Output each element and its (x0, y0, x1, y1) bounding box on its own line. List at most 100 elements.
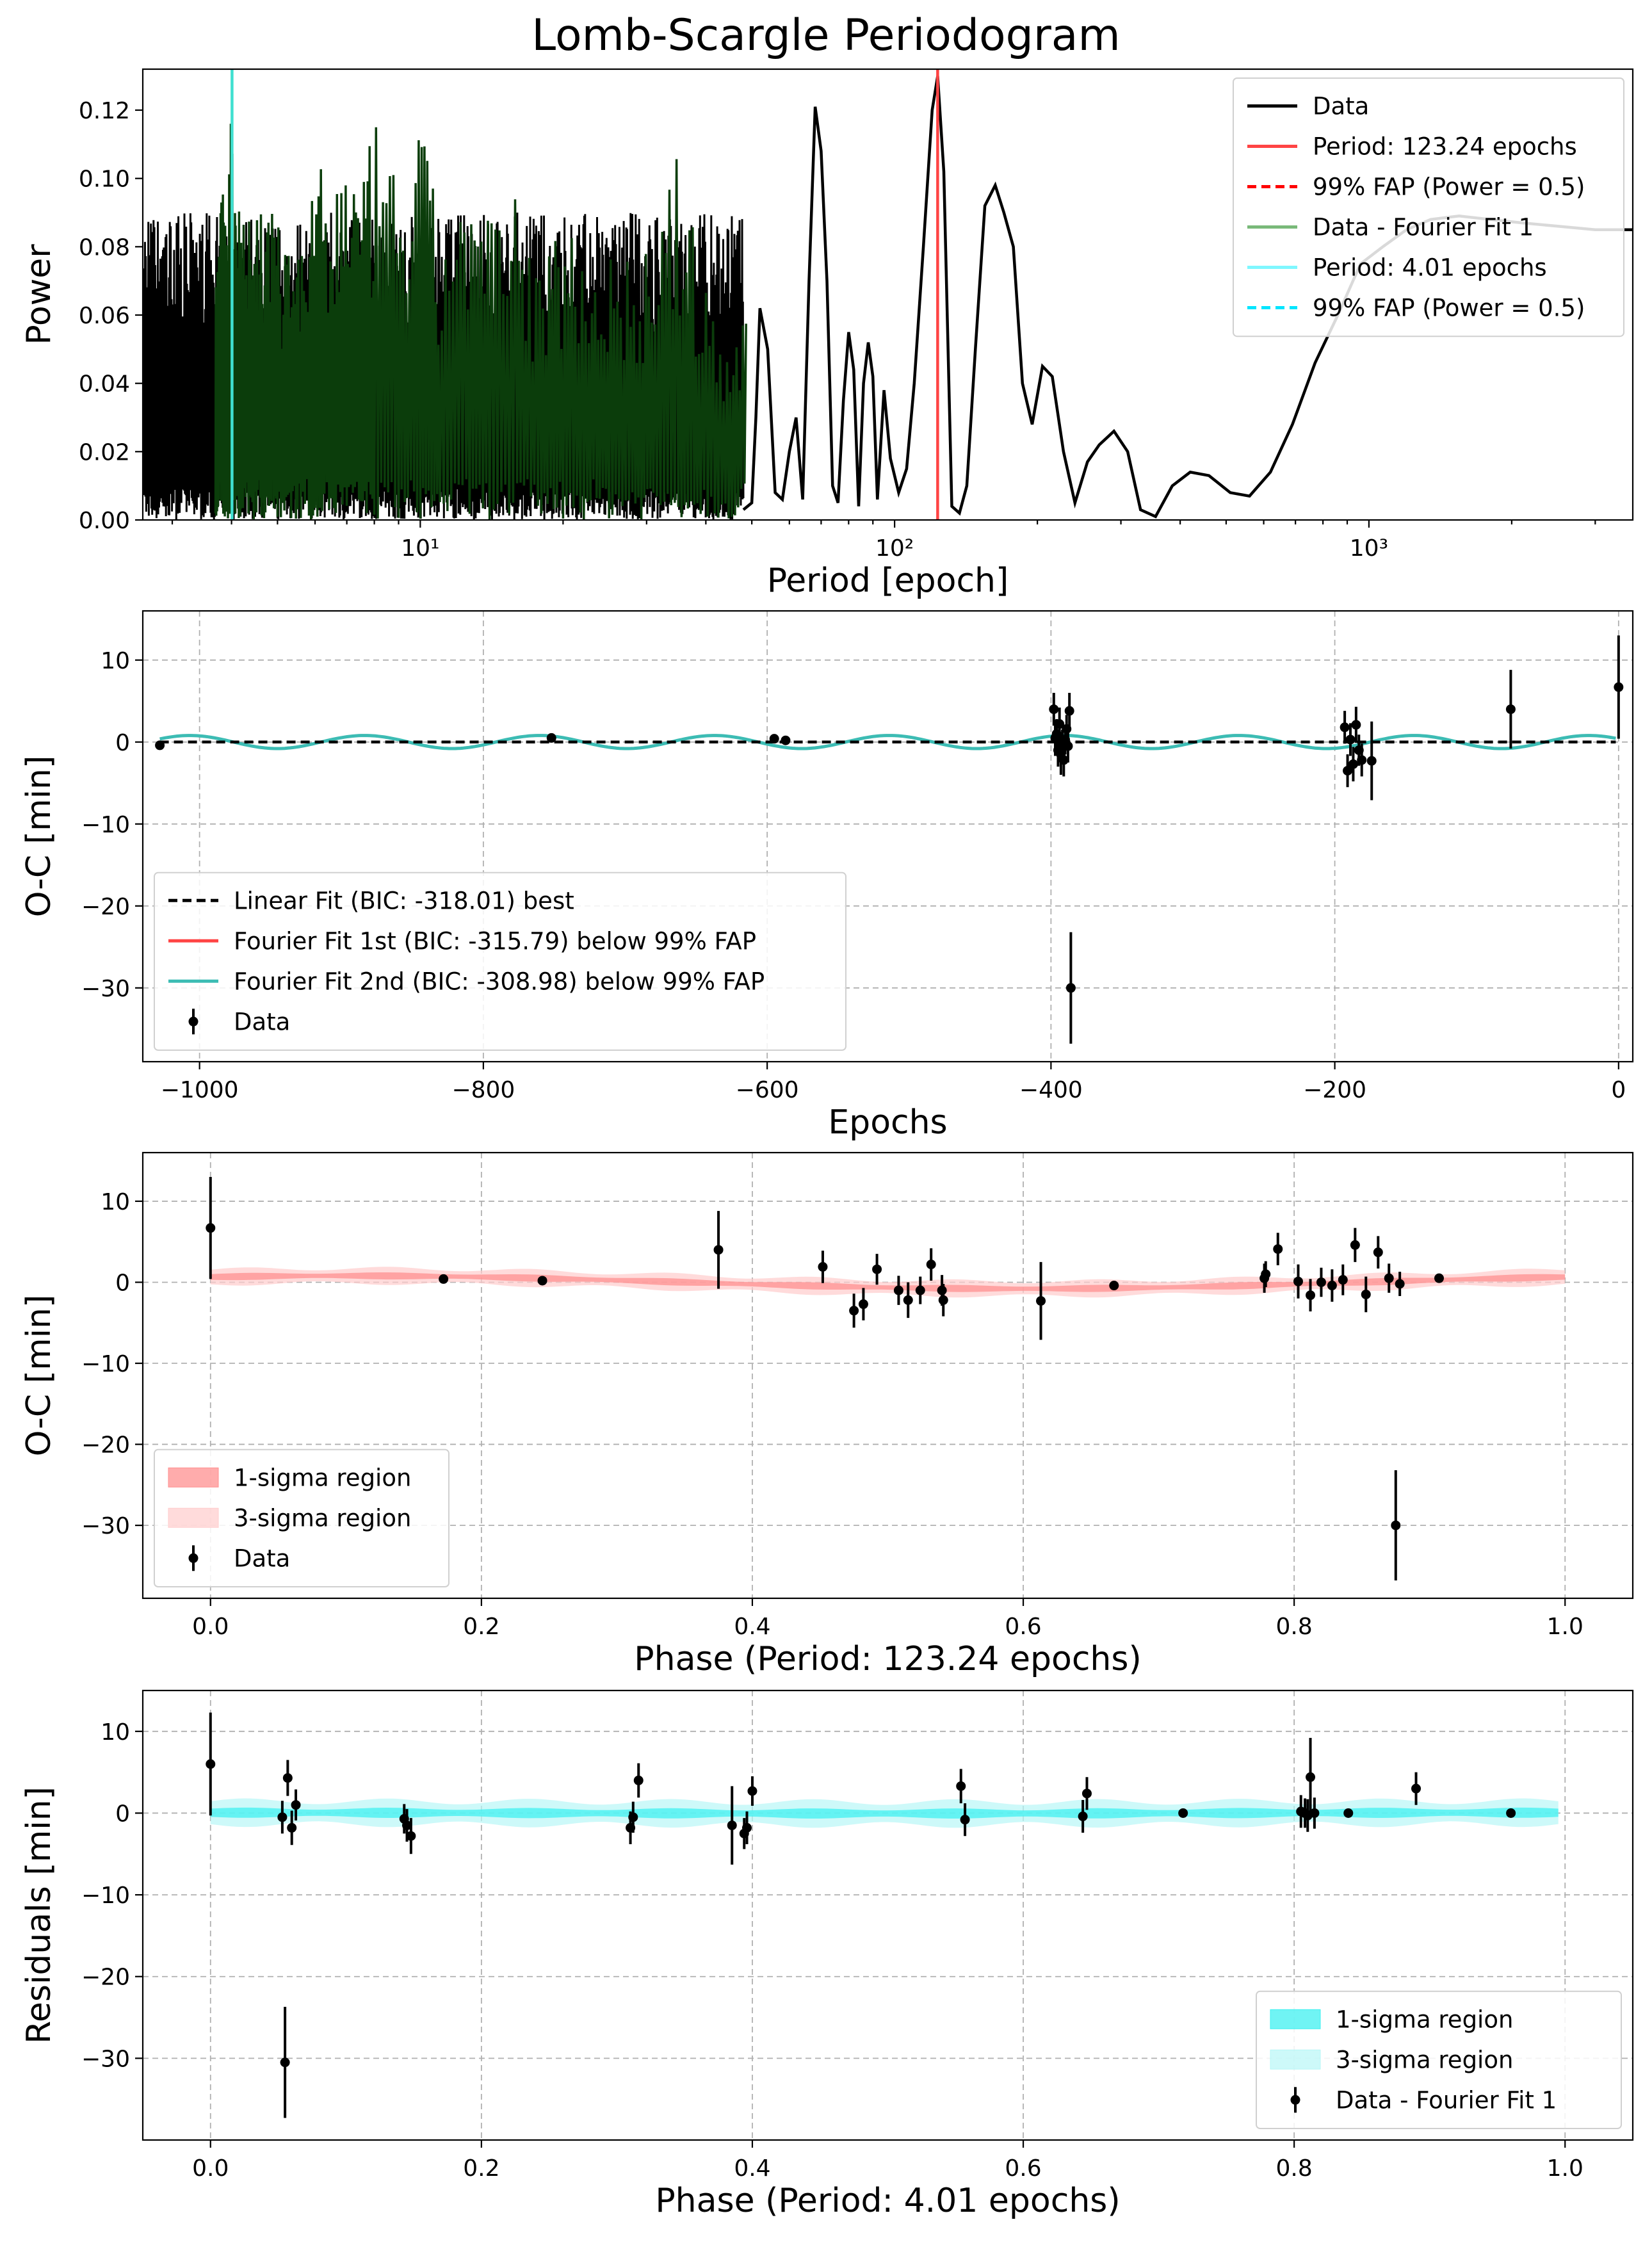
data-point (1178, 1808, 1188, 1818)
marker (713, 1245, 724, 1255)
legend-item: 3-sigma region (168, 1504, 411, 1532)
legend-label: Data - Fourier Fit 1 (1313, 214, 1534, 241)
marker (1327, 1281, 1337, 1291)
marker (1109, 1281, 1119, 1291)
y-tick-label: 0.12 (79, 98, 130, 124)
legend-swatch (168, 1507, 219, 1528)
marker (915, 1285, 925, 1295)
legend-item: 3-sigma region (1270, 2046, 1513, 2073)
marker (769, 734, 779, 744)
marker (1293, 1276, 1303, 1286)
panel-3: 0.0 0.2 0.4 0.6 0.8 1.0 10 0 −10 −20 −30 Phase (Per… (20, 1151, 1634, 1678)
legend-item: Linear Fit (BIC: -318.01) best (168, 887, 574, 914)
x-tick-label: 0.8 (1276, 1614, 1313, 1640)
y-axis-label: Power (20, 244, 58, 345)
ticks: 10¹ 10² 10³ 0.00 0.02 0.04 0.06 0.08 0.10 0.12 (79, 98, 1596, 562)
marker (1064, 706, 1074, 716)
y-tick-label: −30 (81, 976, 130, 1002)
data-point (1055, 708, 1065, 741)
marker (1351, 720, 1361, 730)
marker (287, 1822, 297, 1833)
ticks: 0.0 0.2 0.4 0.6 0.8 1.0 10 0 −10 −20 −30 (81, 1189, 1583, 1640)
legend-item: Data (1247, 93, 1369, 120)
legend-label: Fourier Fit 1st (BIC: -315.79) below 99%… (234, 927, 756, 955)
data-point (206, 1712, 216, 1816)
marker (1036, 1296, 1046, 1306)
x-tick-label: 0.2 (463, 2155, 499, 2182)
y-tick-label: 0 (115, 1801, 130, 1827)
y-tick-label: 0.04 (79, 371, 130, 398)
legend-item: Fourier Fit 2nd (BIC: -308.98) below 99%… (168, 968, 765, 995)
y-tick-label: −20 (81, 894, 130, 920)
marker (1273, 1244, 1283, 1254)
legend-label: Data (1313, 93, 1369, 120)
legend-swatch (168, 1467, 219, 1488)
data-point (1343, 754, 1353, 788)
legend-frame (154, 872, 846, 1051)
data-point (1361, 1276, 1371, 1313)
data-point (1357, 743, 1367, 777)
data-point (1351, 706, 1361, 743)
marker (1348, 759, 1358, 769)
data-point (277, 1801, 287, 1834)
marker (1357, 755, 1367, 765)
marker (1506, 1808, 1516, 1818)
x-tick-label: 0.6 (1005, 1614, 1041, 1640)
y-tick-label: 0.02 (79, 439, 130, 466)
legend-marker (188, 1553, 198, 1563)
data-point (1348, 747, 1358, 782)
data-point (903, 1282, 913, 1318)
data-line (742, 76, 1633, 519)
y-tick-label: 0.00 (79, 508, 130, 534)
data-point (926, 1248, 936, 1281)
ticks: −1000 −800 −600 −400 −200 0 10 0 −10 −20 −30 (81, 648, 1626, 1103)
data-point (1306, 1279, 1316, 1312)
marker (537, 1276, 547, 1286)
data-point (741, 1811, 752, 1844)
legend-label: Data (234, 1008, 290, 1035)
marker (206, 1759, 216, 1769)
marker (1345, 734, 1356, 745)
x-tick-label: 10¹ (401, 535, 439, 562)
y-tick-label: 10 (101, 1719, 130, 1746)
data-point (893, 1276, 903, 1305)
y-tick-label: −20 (81, 1432, 130, 1459)
x-tick-label: 1.0 (1547, 1614, 1583, 1640)
x-tick-label: 0 (1611, 1077, 1626, 1103)
data-point (1391, 1470, 1401, 1581)
legend-label: 99% FAP (Power = 0.5) (1313, 295, 1585, 322)
panel-2: −1000 −800 −600 −400 −200 0 10 0 −10 −20 −30 Epochs… (20, 610, 1634, 1142)
marker (1081, 1788, 1092, 1799)
legend-item: 1-sigma region (168, 1464, 411, 1491)
y-axis-label: O-C [min] (20, 756, 58, 918)
y-tick-label: 0.08 (79, 234, 130, 261)
plot-area (206, 1712, 1559, 2118)
data-point (1345, 723, 1356, 756)
marker (1373, 1247, 1383, 1258)
legend-label: Data (234, 1545, 290, 1572)
marker (1065, 983, 1076, 993)
x-tick-label: −800 (451, 1077, 515, 1103)
marker (741, 1822, 752, 1833)
data-point (1261, 1261, 1271, 1288)
marker (893, 1285, 903, 1295)
legend-marker (188, 1016, 198, 1026)
marker (1340, 722, 1350, 733)
data-point (546, 733, 556, 743)
axes-frame (142, 68, 1634, 521)
data-point (1434, 1273, 1444, 1283)
data-point (1058, 743, 1069, 777)
x-tick-label: −200 (1303, 1077, 1366, 1103)
data-point (713, 1211, 724, 1289)
data-point (1366, 721, 1377, 800)
data-point (781, 735, 791, 745)
x-tick-label: 1.0 (1547, 2155, 1583, 2182)
legend-frame (1256, 1990, 1622, 2130)
legend-item: 99% FAP (Power = 0.5) (1247, 174, 1585, 201)
x-tick-label: 10³ (1350, 535, 1388, 562)
data-point (956, 1769, 966, 1804)
x-tick-label: 10² (875, 535, 914, 562)
data-point (439, 1274, 449, 1284)
legend-swatch (1270, 2009, 1321, 2029)
